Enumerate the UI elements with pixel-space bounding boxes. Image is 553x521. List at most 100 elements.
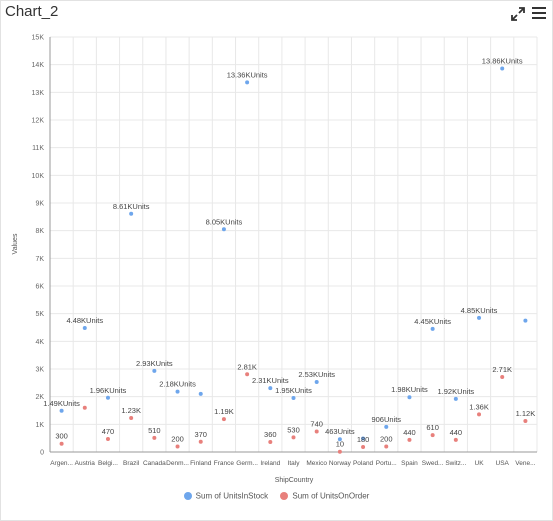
point-units-in-stock[interactable] — [430, 326, 435, 331]
x-tick-label: UK — [475, 460, 485, 467]
point-units-on-order[interactable] — [337, 449, 342, 454]
data-label-units-on-order: 2.71K — [492, 365, 512, 374]
point-units-on-order[interactable] — [384, 444, 389, 449]
point-units-in-stock[interactable] — [291, 396, 296, 401]
legend-marker-units-on-order — [280, 491, 289, 500]
x-tick-label: Finland — [190, 460, 212, 467]
point-units-on-order[interactable] — [245, 372, 250, 377]
point-units-in-stock[interactable] — [500, 66, 505, 71]
y-tick-label: 9K — [35, 201, 44, 208]
point-units-on-order[interactable] — [291, 435, 296, 440]
data-label-units-in-stock: 1.98KUnits — [391, 385, 428, 394]
data-label-units-in-stock: 13.86KUnits — [482, 57, 523, 66]
legend-item-units-in-stock[interactable]: Sum of UnitsInStock — [183, 491, 268, 500]
point-units-on-order[interactable] — [500, 375, 505, 380]
point-units-on-order[interactable] — [314, 429, 319, 434]
point-units-in-stock[interactable] — [361, 436, 366, 441]
y-tick-label: 15K — [32, 35, 45, 42]
data-label-units-on-order: 200 — [380, 434, 393, 443]
point-units-in-stock[interactable] — [337, 437, 342, 442]
x-tick-label: USA — [496, 460, 510, 467]
y-tick-label: 3K — [35, 367, 44, 374]
point-units-on-order[interactable] — [82, 405, 87, 410]
data-label-units-on-order: 360 — [264, 430, 277, 439]
legend-marker-units-in-stock — [183, 491, 192, 500]
point-units-in-stock[interactable] — [82, 326, 87, 331]
data-label-units-in-stock: 1.49KUnits — [43, 399, 80, 408]
point-units-on-order[interactable] — [361, 445, 366, 450]
point-units-in-stock[interactable] — [175, 389, 180, 394]
x-tick-label: Brazil — [123, 460, 140, 467]
data-label-units-on-order: 10 — [336, 440, 344, 449]
y-tick-label: 7K — [35, 256, 44, 263]
legend-item-units-on-order[interactable]: Sum of UnitsOnOrder — [280, 491, 369, 500]
data-label-units-in-stock: 1.96KUnits — [90, 386, 127, 395]
x-tick-label: Norway — [329, 460, 352, 467]
point-units-in-stock[interactable] — [314, 380, 319, 385]
point-units-in-stock[interactable] — [198, 391, 203, 396]
point-units-on-order[interactable] — [477, 412, 482, 417]
point-units-on-order[interactable] — [453, 437, 458, 442]
x-tick-label: Belgi... — [98, 460, 118, 467]
data-label-units-on-order: 440 — [450, 428, 463, 437]
x-tick-label: Spain — [401, 460, 418, 467]
data-label-units-in-stock: 4.48KUnits — [66, 316, 103, 325]
data-label-units-on-order: 1.36K — [469, 402, 489, 411]
point-units-on-order[interactable] — [198, 439, 203, 444]
data-label-units-in-stock: 8.05KUnits — [206, 217, 243, 226]
y-tick-label: 5K — [35, 311, 44, 318]
point-units-on-order[interactable] — [175, 444, 180, 449]
point-units-on-order[interactable] — [129, 415, 134, 420]
axes: 0 1K 2K 3K 4K 5K 6K 7K 8K 9K 10K 11K 12K 13K 14K 15K Arg… — [32, 35, 537, 467]
point-units-on-order[interactable] — [407, 437, 412, 442]
data-label-units-in-stock: 2.53KUnits — [298, 370, 335, 379]
point-units-in-stock[interactable] — [523, 318, 528, 323]
y-tick-label: 10K — [32, 173, 45, 180]
point-units-in-stock[interactable] — [221, 227, 226, 232]
point-units-in-stock[interactable] — [129, 211, 134, 216]
point-units-on-order[interactable] — [105, 436, 110, 441]
chart-legend: Sum of UnitsInStock Sum of UnitsOnOrder — [0, 491, 553, 500]
y-tick-label: 2K — [35, 394, 44, 401]
point-units-in-stock[interactable] — [245, 80, 250, 85]
y-tick-label: 4K — [35, 339, 44, 346]
data-label-units-in-stock: 1.95KUnits — [275, 386, 312, 395]
point-units-in-stock[interactable] — [407, 395, 412, 400]
data-label-units-in-stock: 13.36KUnits — [227, 70, 268, 79]
x-tick-label: Germ... — [236, 460, 258, 467]
legend-label-units-on-order: Sum of UnitsOnOrder — [292, 491, 370, 501]
y-tick-label: 14K — [32, 62, 45, 69]
point-units-in-stock[interactable] — [105, 395, 110, 400]
point-units-on-order[interactable] — [523, 419, 528, 424]
expand-icon[interactable] — [510, 6, 526, 22]
point-units-in-stock[interactable] — [152, 368, 157, 373]
data-points — [59, 66, 528, 454]
point-units-in-stock[interactable] — [453, 396, 458, 401]
point-units-in-stock[interactable] — [59, 408, 64, 413]
data-label-units-on-order: 2.81K — [237, 362, 257, 371]
point-units-on-order[interactable] — [152, 435, 157, 440]
y-tick-label: 0 — [40, 450, 44, 457]
data-label-units-on-order: 1.19K — [214, 407, 234, 416]
x-tick-label: Canada — [143, 460, 166, 467]
y-tick-label: 13K — [32, 90, 45, 97]
point-units-in-stock[interactable] — [268, 386, 273, 391]
x-tick-label: Switz... — [445, 460, 466, 467]
data-label-units-on-order: 180 — [357, 435, 370, 444]
point-units-on-order[interactable] — [268, 440, 273, 445]
point-units-in-stock[interactable] — [477, 315, 482, 320]
data-label-units-on-order: 440 — [403, 428, 416, 437]
x-tick-label: France — [214, 460, 235, 467]
data-label-units-on-order: 200 — [171, 434, 184, 443]
point-units-in-stock[interactable] — [384, 424, 389, 429]
point-units-on-order[interactable] — [430, 433, 435, 438]
point-units-on-order[interactable] — [221, 417, 226, 422]
hamburger-menu-icon[interactable] — [532, 6, 546, 20]
x-tick-label: Italy — [288, 460, 301, 467]
data-label-units-on-order: 300 — [55, 432, 68, 441]
point-units-on-order[interactable] — [59, 441, 64, 446]
x-tick-label: Vene... — [515, 460, 535, 467]
data-label-units-in-stock: 4.85KUnits — [461, 306, 498, 315]
x-tick-label: Denm... — [166, 460, 189, 467]
